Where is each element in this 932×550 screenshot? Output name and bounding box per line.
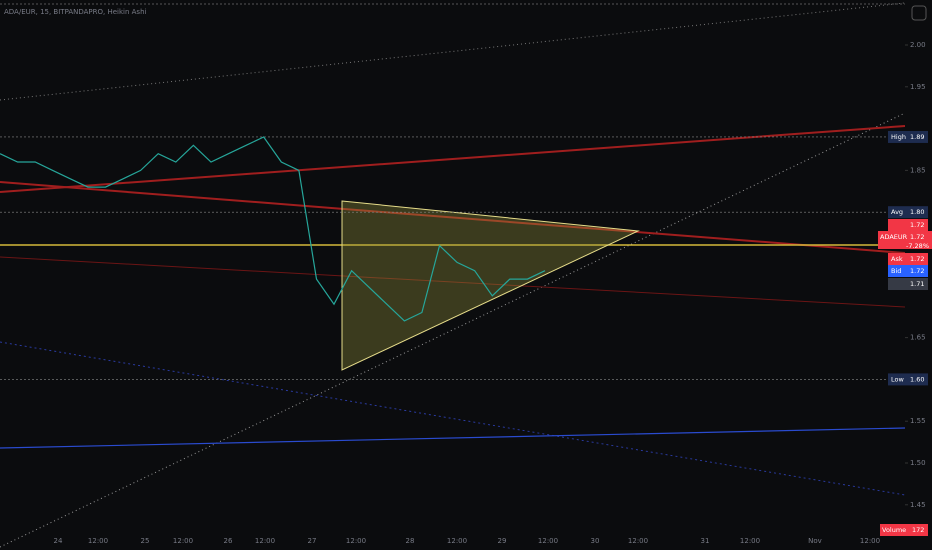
price-tick-label: 1.85	[910, 166, 926, 174]
time-label: 12:00	[88, 537, 108, 545]
time-label: 12:00	[740, 537, 760, 545]
price-tick-label: 1.55	[910, 417, 926, 425]
price-tick-label: 1.95	[910, 83, 926, 91]
time-label: 29	[498, 537, 507, 545]
quote-name: ADAEUR	[880, 233, 908, 241]
quote-value: 1.72	[910, 233, 924, 241]
quote-value: 1.72	[910, 255, 924, 263]
quote-value: 1.71	[910, 280, 924, 288]
dynamic-layer: 2.00 1.95 1.85 1.65 1.55 1.50 1.45 High 1.89 Avg 1…	[0, 41, 932, 545]
time-label: 25	[141, 537, 150, 545]
volume-box	[880, 524, 928, 536]
marker-box	[888, 373, 928, 386]
time-label: 12:00	[447, 537, 467, 545]
marker-value: 1.89	[910, 133, 924, 141]
time-label: 31	[701, 537, 710, 545]
quote-name: Ask	[891, 255, 903, 263]
trend-line	[0, 181, 906, 254]
quote-box	[888, 265, 928, 277]
time-label: 12:00	[346, 537, 366, 545]
trend-line	[0, 427, 906, 449]
time-label: 28	[406, 537, 415, 545]
time-label: 12:00	[860, 537, 880, 545]
quote-name: Bid	[891, 267, 901, 275]
quote-box	[888, 253, 928, 265]
triangle-pattern	[341, 200, 640, 371]
price-tick-label: 1.65	[910, 334, 926, 342]
quote-box	[878, 231, 932, 249]
marker-name: Low	[891, 375, 904, 383]
price-line	[0, 136, 546, 322]
symbol-title: ADA/EUR, 15, BITPANDAPRO, Heikin Ashi	[4, 8, 147, 16]
trend-line	[0, 112, 906, 548]
marker-name: Avg	[891, 208, 903, 216]
quote-box	[888, 278, 928, 290]
settings-button[interactable]	[911, 5, 927, 21]
time-label: 27	[308, 537, 317, 545]
quote-change: -7.28%	[906, 242, 929, 250]
time-label: 12:00	[255, 537, 275, 545]
marker-value: 1.60	[910, 375, 924, 383]
price-tick-label: 1.45	[910, 501, 926, 509]
time-label: 12:00	[538, 537, 558, 545]
price-tick-label: 1.50	[910, 459, 926, 467]
marker-name: High	[891, 133, 906, 141]
quote-box	[888, 219, 928, 231]
time-label: 12:00	[628, 537, 648, 545]
price-tick-label: 2.00	[910, 41, 926, 49]
marker-value: 1.80	[910, 208, 924, 216]
time-label: 12:00	[173, 537, 193, 545]
time-label: Nov	[808, 537, 822, 545]
trend-line	[0, 0, 932, 101]
volume-value: 172	[912, 526, 924, 534]
quote-value: 1.72	[910, 221, 924, 229]
time-label: 26	[224, 537, 233, 545]
time-label: 24	[54, 537, 63, 545]
time-label: 30	[591, 537, 600, 545]
trend-line	[0, 256, 906, 308]
volume-name: Volume	[882, 526, 906, 534]
quote-value: 1.72	[910, 267, 924, 275]
marker-box	[888, 130, 928, 143]
marker-box	[888, 206, 928, 219]
trend-line	[0, 125, 906, 193]
